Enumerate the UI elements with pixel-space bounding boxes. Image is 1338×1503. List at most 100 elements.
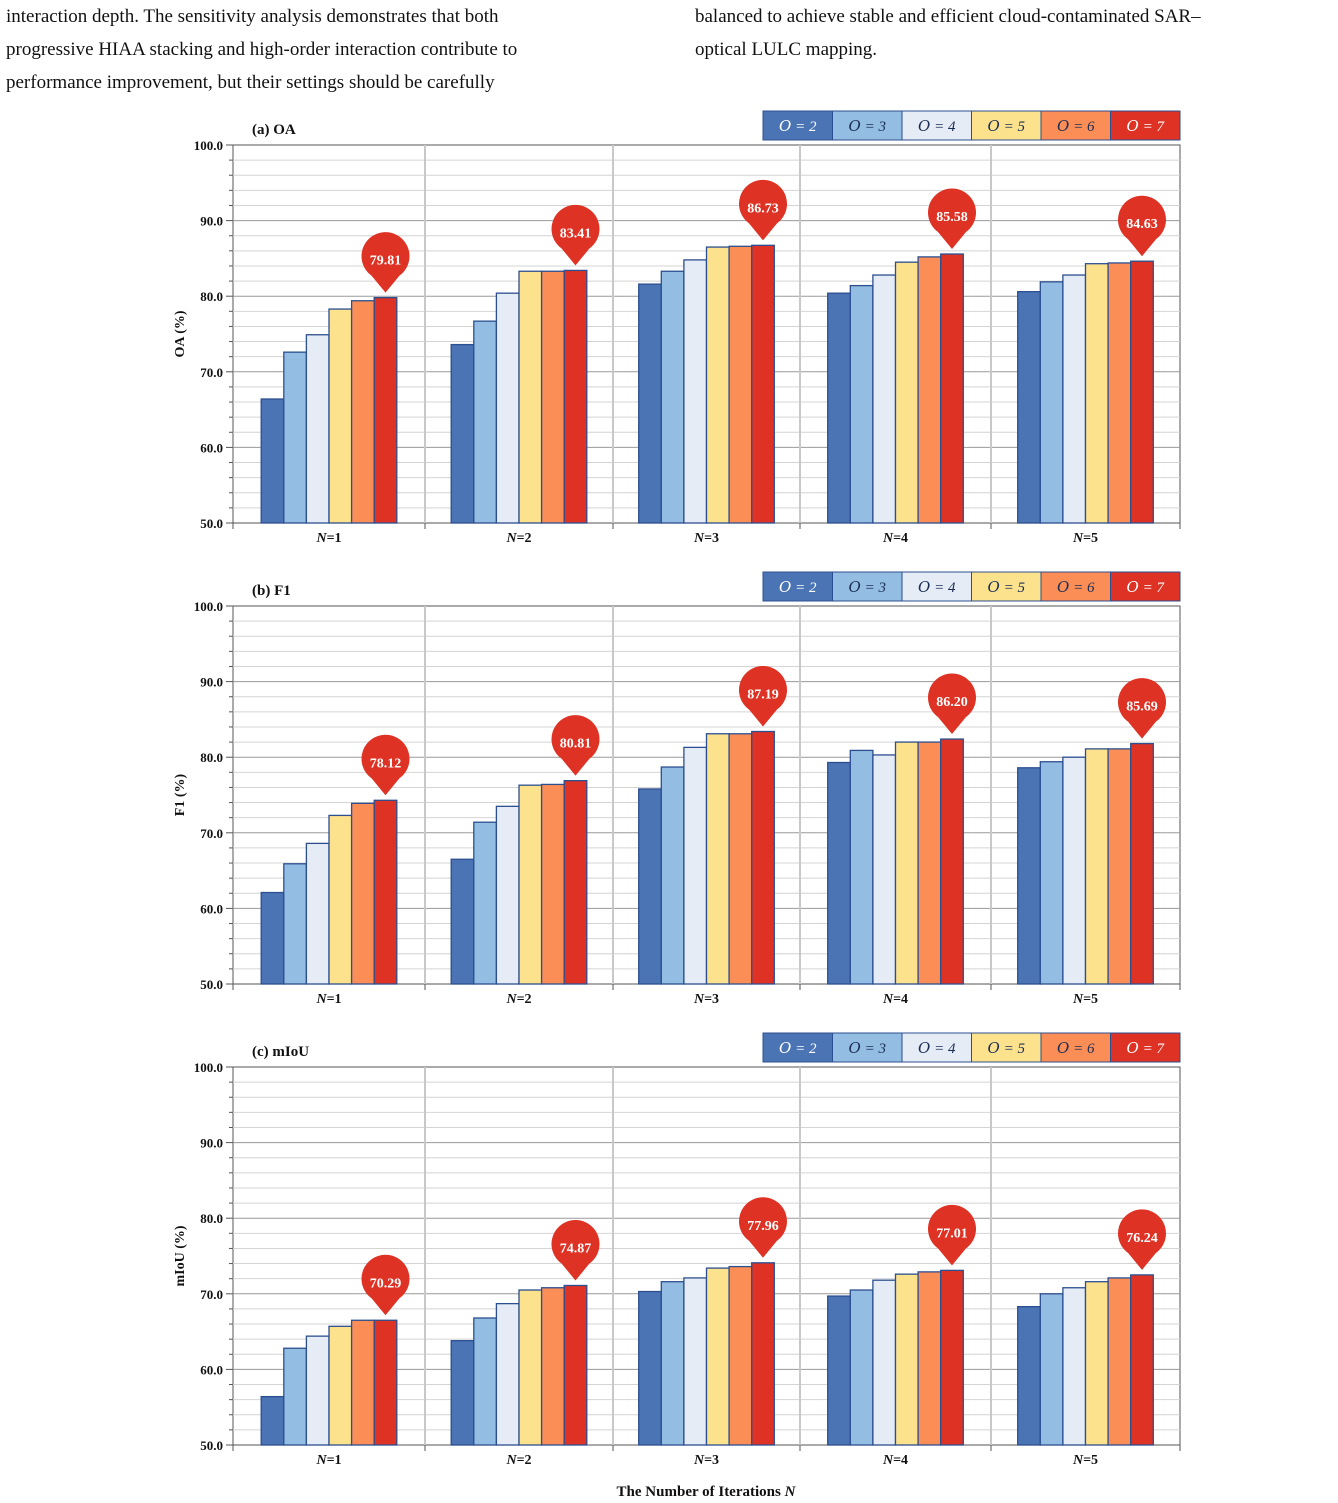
y-tick-label: 60.0 [200,440,223,455]
bar [849,749,874,985]
bar [917,1271,942,1446]
bar [373,1319,398,1446]
legend-swatch [971,110,1042,141]
bar [328,814,353,985]
y-tick-label: 90.0 [200,675,223,690]
legend-label: 𝑂 = 7 [1127,580,1166,596]
x-tick-label: N=2 [505,1453,531,1468]
paragraph-line: optical LULC mapping. [695,39,878,60]
bar [473,821,498,985]
bar [373,296,398,524]
bar [1130,260,1154,524]
bar [1062,1287,1087,1446]
paragraph-right-column: balanced to achieve stable and efficient… [695,0,1332,66]
callout-marker [361,232,410,293]
panel-title: (a) OA [252,122,296,138]
bar [1107,1277,1132,1446]
bar [751,1262,775,1446]
bar [638,788,662,985]
bar [849,284,874,524]
callout-marker [739,1197,788,1258]
legend-label: 𝑂 = 4 [918,1041,956,1057]
y-tick-label: 50.0 [200,516,223,531]
legend-label: 𝑂 = 4 [918,580,956,596]
legend-swatch [971,1032,1042,1063]
callout-value: 86.73 [747,201,779,216]
callout-marker [551,204,600,266]
callout-marker [1118,678,1166,739]
y-tick-label: 90.0 [200,214,223,229]
bar [1130,742,1154,985]
callout-value: 85.58 [936,210,968,225]
panel-title: (b) F1 [252,583,291,599]
callout-marker [739,666,788,727]
y-tick-label: 70.0 [200,826,223,841]
callout-marker [928,673,976,735]
x-tick-label: N=4 [882,531,908,546]
bar [518,784,543,985]
bar [1017,767,1041,985]
bar [728,245,753,524]
x-tick-label: N=3 [693,531,719,546]
bar [283,863,308,985]
paragraph-line: performance improvement, but their setti… [6,72,495,93]
callout-marker [551,1219,600,1281]
bar [1017,1306,1041,1446]
bar [450,1340,475,1446]
bar [894,1273,919,1446]
panel-title: (c) mIoU [252,1044,309,1060]
legend-swatch [832,1032,903,1063]
legend-label: 𝑂 = 6 [1057,580,1095,596]
callout-value: 74.87 [560,1241,592,1256]
y-tick-label: 70.0 [200,1287,223,1302]
bar [827,1295,851,1446]
bar [751,730,775,985]
x-axis-label: The Number of Iterations N [617,1484,797,1500]
bar [305,334,330,524]
bar [1084,748,1109,985]
legend-swatch [832,110,903,141]
callout-value: 77.96 [747,1219,779,1234]
paragraph-line: interaction depth. The sensitivity analy… [6,6,499,27]
legend-label: 𝑂 = 5 [988,1041,1026,1057]
legend-label: 𝑂 = 6 [1057,119,1095,135]
bar [283,351,308,524]
bar [350,802,375,985]
bar [305,842,330,985]
bar [518,1289,543,1446]
legend-swatch [901,110,972,141]
y-tick-label: 50.0 [200,977,223,992]
bar [940,1269,964,1446]
x-tick-label: N=4 [882,992,908,1007]
legend-swatch [1040,1032,1111,1063]
bar [373,799,398,985]
chart-panel-1: 50.0 60.0 70.0 80.0 90.0 100.0 OA (%) (a) OA 𝑂 =… [173,110,1181,546]
bar [540,783,565,985]
bar [827,292,851,524]
bar [260,1395,285,1446]
legend-label: 𝑂 = 5 [988,580,1026,596]
legend-label: 𝑂 = 5 [988,119,1026,135]
callout-value: 86.20 [936,695,968,710]
callout-value: 80.81 [560,737,592,752]
paragraph-left-column: interaction depth. The sensitivity analy… [6,0,648,99]
bar [638,283,662,524]
x-tick-label: N=5 [1072,531,1098,546]
bar [518,270,543,524]
y-tick-label: 90.0 [200,1136,223,1151]
bar [940,253,964,524]
callout-marker [361,1254,410,1316]
legend-label: 𝑂 = 2 [779,119,817,135]
bar [705,733,730,985]
bar [473,1317,498,1446]
bar [1107,748,1132,985]
callout-marker [1118,195,1167,257]
callout-marker [739,179,788,241]
callout-value: 87.19 [747,687,779,702]
x-tick-label: N=1 [315,1453,341,1468]
x-tick-label: N=3 [693,1453,719,1468]
bar [563,1284,588,1446]
bar [350,1319,375,1446]
y-axis-label: mIoU (%) [173,1225,188,1286]
bar [940,738,964,985]
